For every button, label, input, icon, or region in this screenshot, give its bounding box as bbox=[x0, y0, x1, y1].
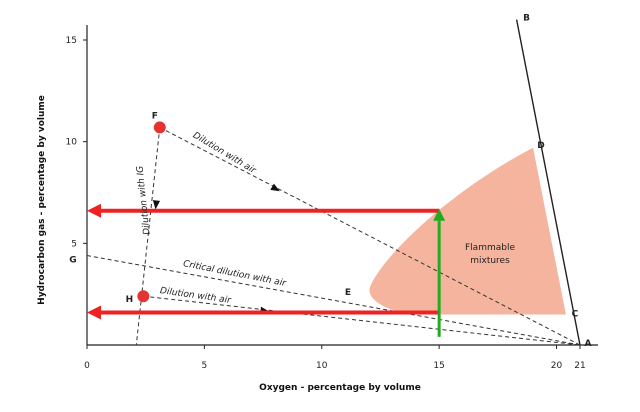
dilution-ig-direction-marker bbox=[152, 200, 161, 210]
point-f-label: F bbox=[152, 111, 158, 121]
x-tick-label: 0 bbox=[84, 361, 90, 371]
x-tick-label: 5 bbox=[202, 361, 208, 371]
x-tick-label: 10 bbox=[316, 361, 328, 371]
x-axis-title: Oxygen - percentage by volume bbox=[259, 383, 421, 393]
x-tick-label: 21 bbox=[574, 361, 585, 371]
flammable-region-label-line1: Flammable bbox=[465, 243, 515, 253]
red-arrow-lower-head bbox=[87, 305, 101, 320]
point-f-marker bbox=[153, 121, 166, 134]
dilution-with-air-upper-label: Dilution with air bbox=[191, 131, 258, 177]
dilution-with-air-lower-label: Dilution with air bbox=[159, 286, 232, 306]
y-tick-label: 10 bbox=[66, 138, 78, 148]
dilution-ig-line bbox=[135, 127, 161, 346]
flammable-region bbox=[369, 147, 566, 315]
critical-dilution-label: Critical dilution with air bbox=[182, 259, 288, 289]
x-tick-label: 20 bbox=[551, 361, 563, 371]
air-line-line bbox=[515, 19, 581, 346]
flammable-region-label-line2: mixtures bbox=[470, 256, 510, 266]
y-tick-label: 15 bbox=[66, 36, 77, 46]
point-h-label: H bbox=[126, 295, 134, 305]
point-b-label: B bbox=[523, 14, 530, 24]
y-tick-label: 5 bbox=[71, 239, 77, 249]
y-axis-title: Hydrocarbon gas - percentage by volume bbox=[37, 95, 47, 305]
point-c-label: C bbox=[572, 310, 579, 320]
dilution-with-ig-label: Dilution with IG bbox=[135, 165, 152, 235]
point-h-marker bbox=[137, 290, 150, 303]
point-g-label: G bbox=[69, 256, 76, 266]
dilution-air-h-line bbox=[143, 295, 581, 346]
dilution-air-upper-direction-marker bbox=[270, 183, 280, 192]
point-e-label: E bbox=[345, 288, 351, 298]
point-d-label: D bbox=[537, 141, 544, 151]
point-a-label: A bbox=[585, 339, 592, 349]
x-tick-label: 15 bbox=[433, 361, 444, 371]
green-arrow-head bbox=[433, 208, 446, 221]
red-arrow-upper-head bbox=[87, 203, 101, 218]
dilution-air-f-line bbox=[159, 126, 581, 346]
